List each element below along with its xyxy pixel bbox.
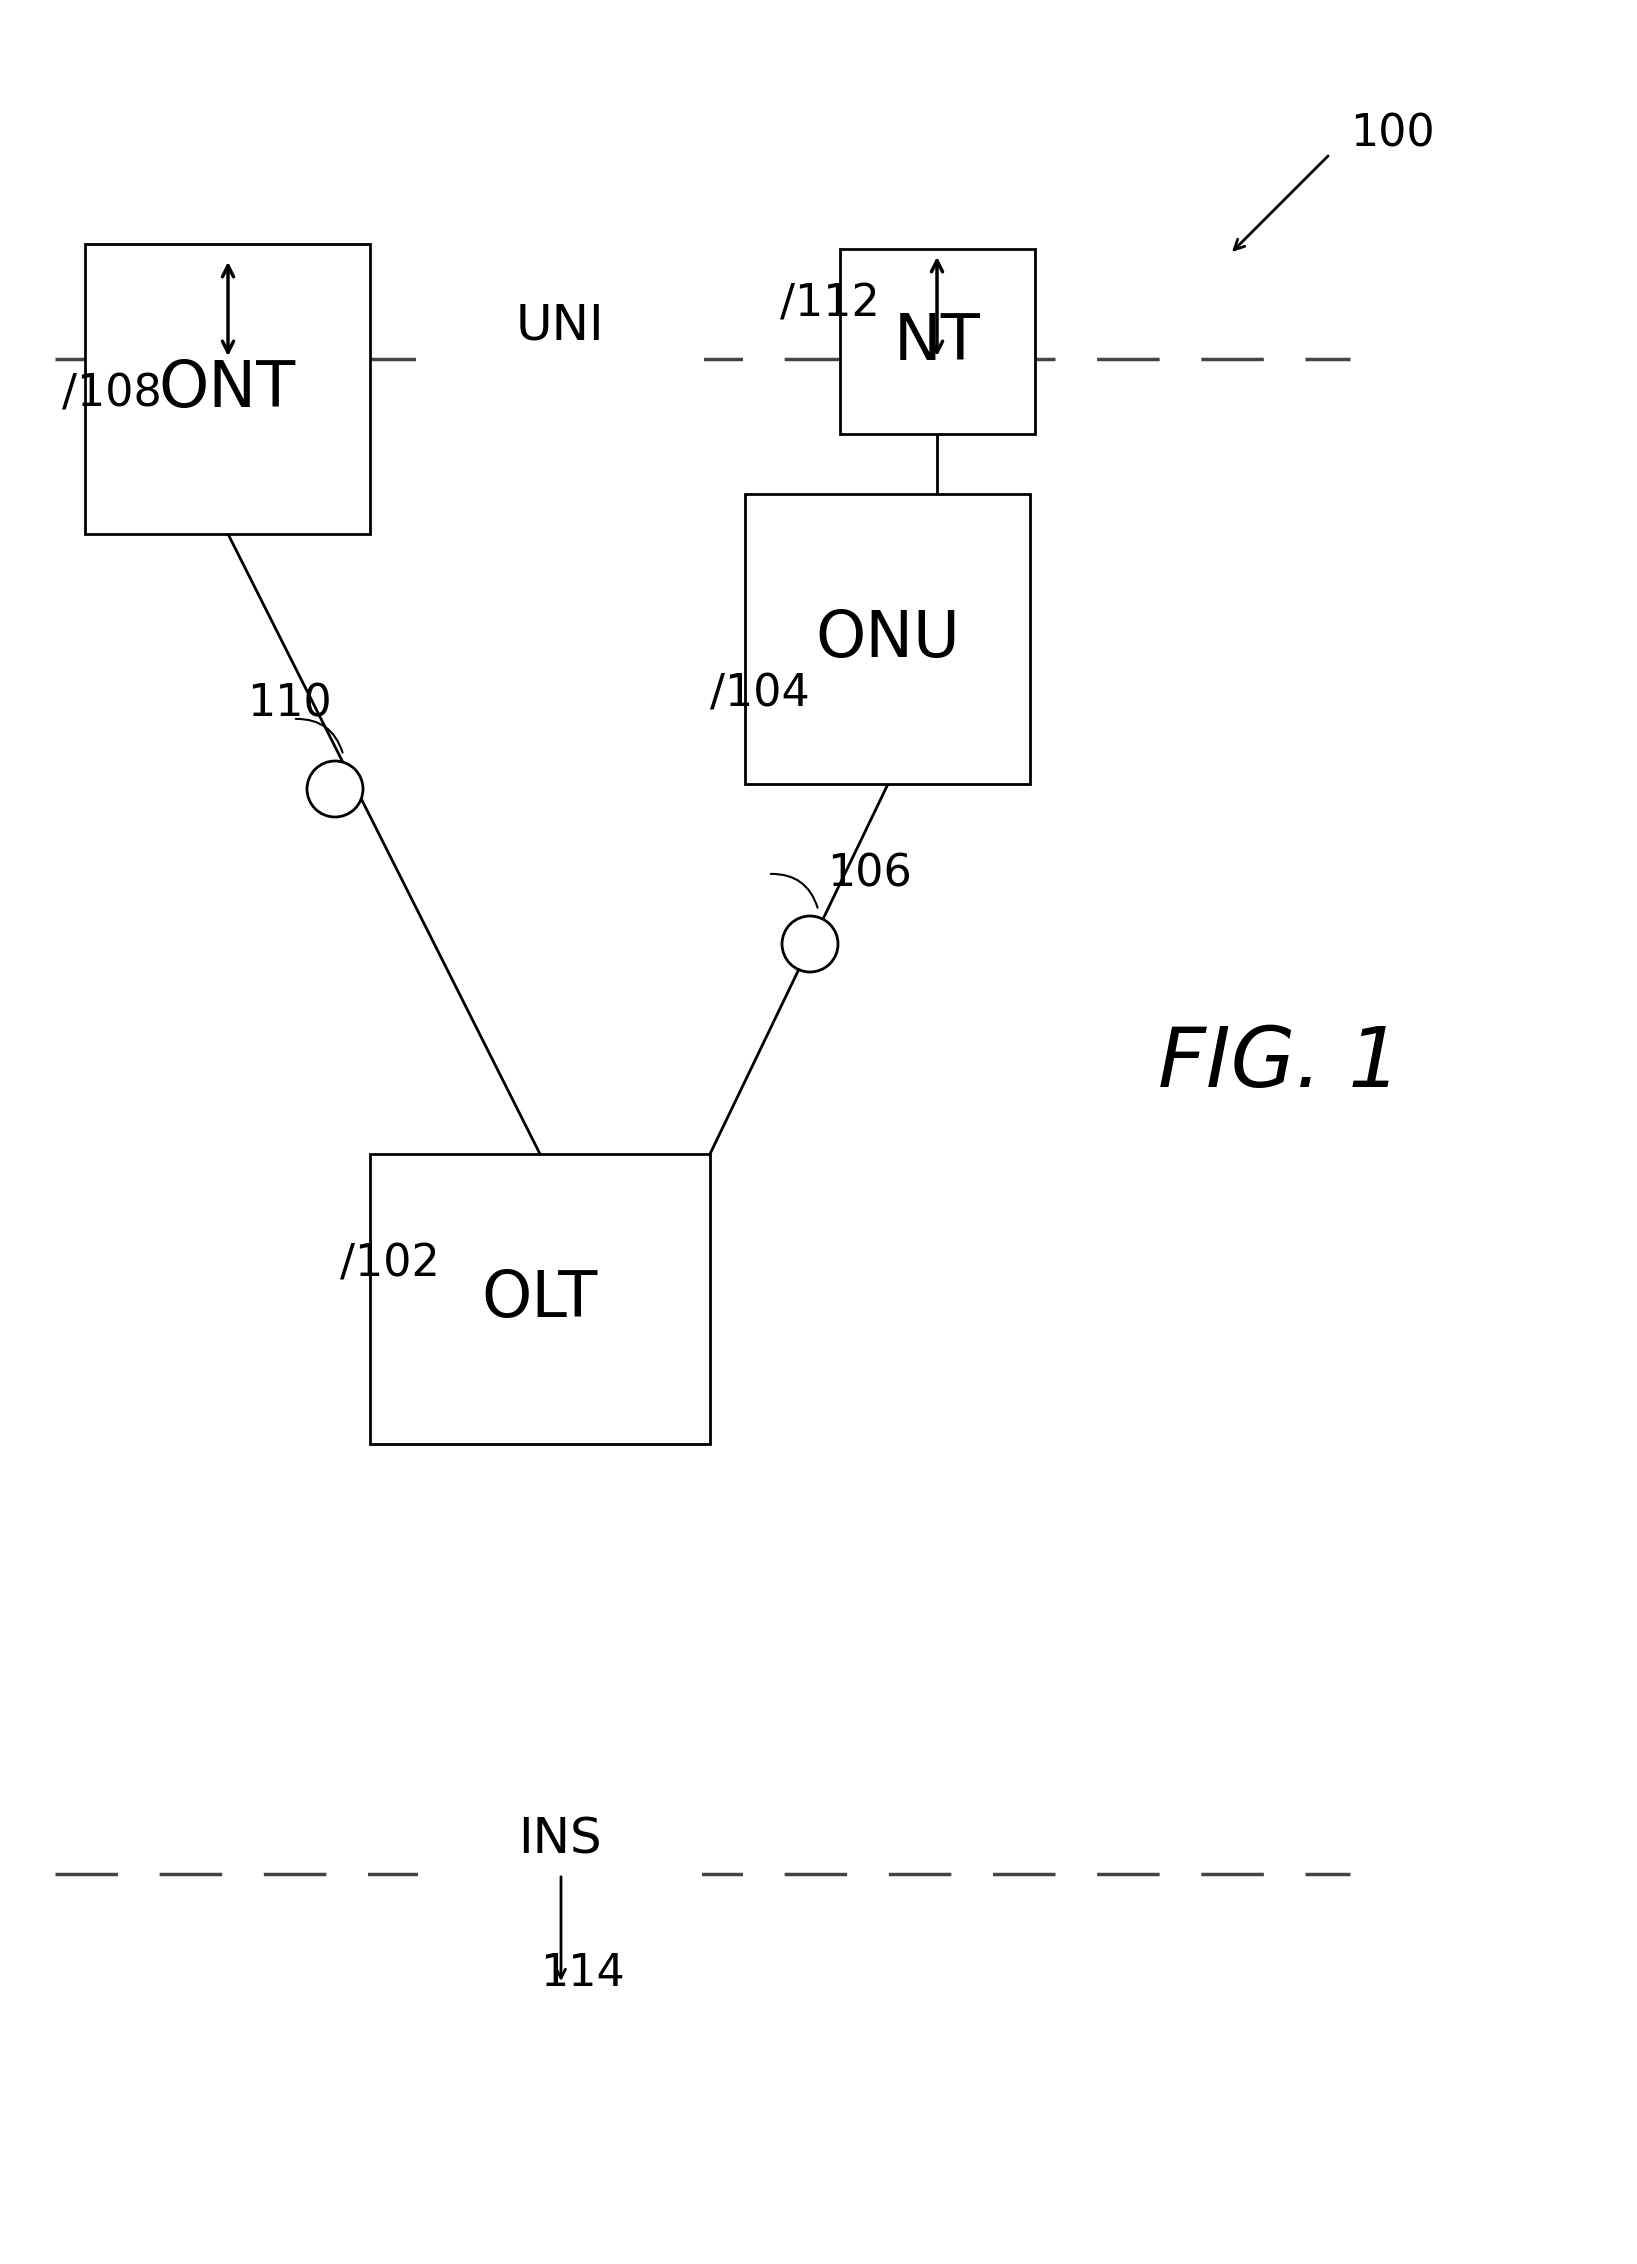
Text: OLT: OLT: [481, 1268, 598, 1329]
Bar: [370, 1155, 710, 1444]
Text: /102: /102: [340, 1243, 440, 1286]
Bar: [840, 249, 1035, 435]
Text: NT: NT: [894, 310, 981, 374]
Text: /112: /112: [779, 283, 879, 326]
Text: UNI: UNI: [516, 301, 604, 349]
Text: ONT: ONT: [159, 358, 296, 421]
Text: 114: 114: [540, 1952, 625, 1995]
Text: INS: INS: [519, 1816, 602, 1863]
Text: 100: 100: [1351, 113, 1434, 156]
Text: 106: 106: [828, 854, 912, 897]
Bar: [85, 245, 370, 534]
Text: FIG. 1: FIG. 1: [1159, 1023, 1401, 1105]
Circle shape: [782, 917, 838, 971]
Bar: [745, 494, 1030, 783]
Text: 110: 110: [247, 681, 332, 724]
Circle shape: [308, 761, 363, 817]
Text: ONU: ONU: [815, 609, 959, 670]
Text: /108: /108: [62, 374, 162, 417]
Text: /104: /104: [710, 672, 810, 715]
